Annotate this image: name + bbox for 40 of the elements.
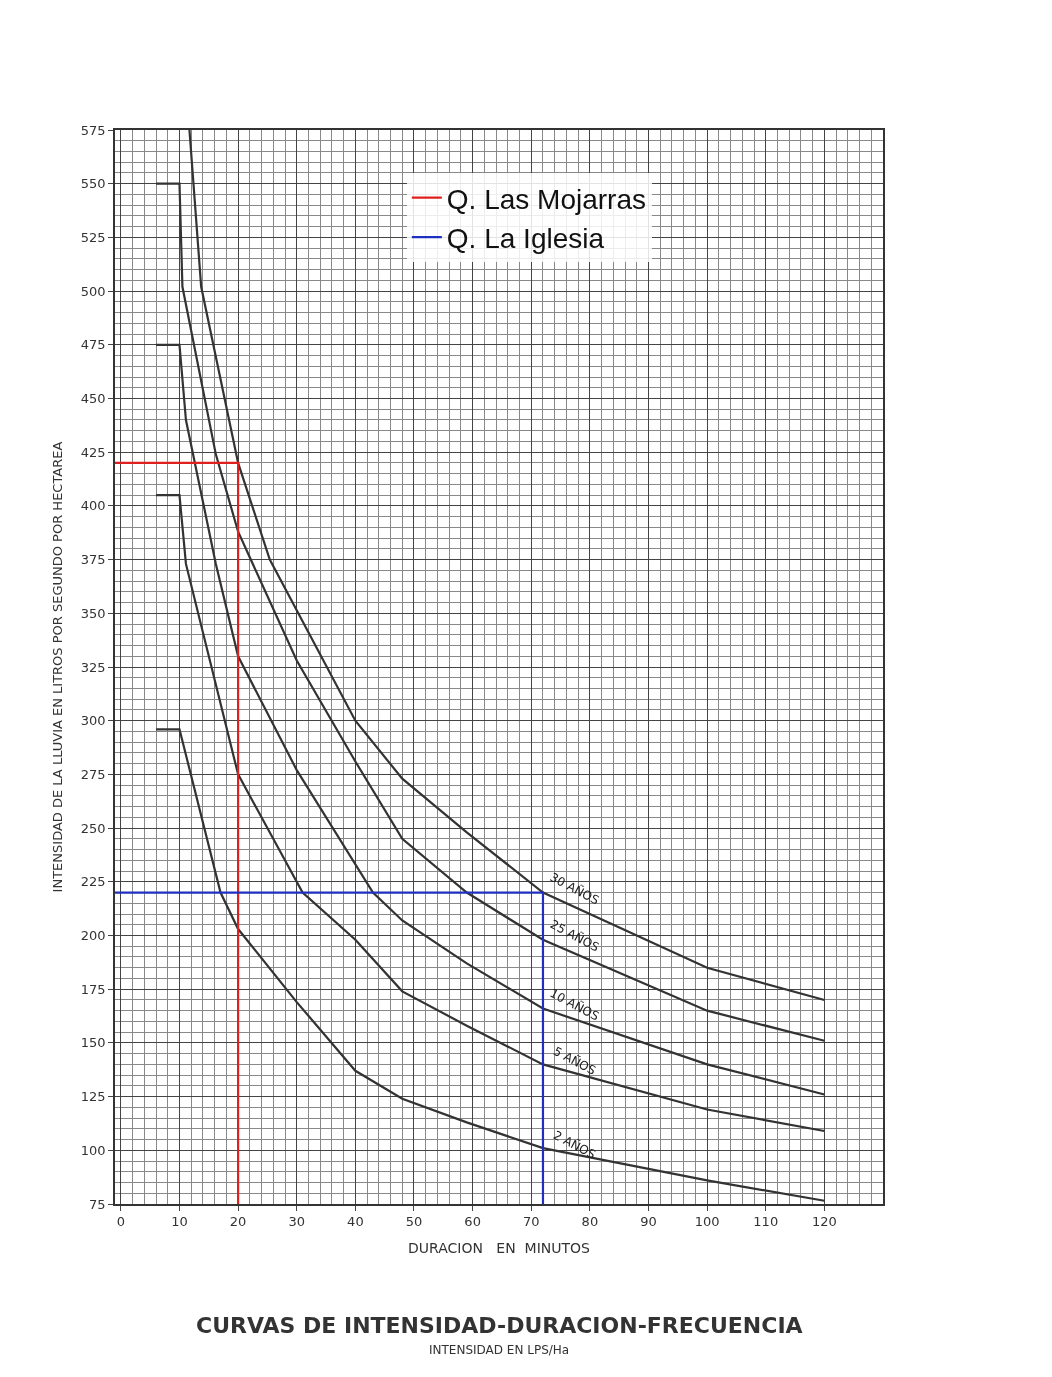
y-tick-label: 325 <box>80 659 106 675</box>
y-tick-label: 575 <box>80 122 106 138</box>
y-tick-label: 450 <box>80 391 106 407</box>
y-tick-label: 175 <box>80 981 106 997</box>
x-tick-label: 60 <box>464 1214 481 1230</box>
y-tick-label: 75 <box>89 1196 106 1212</box>
y-tick-label: 150 <box>80 1035 106 1051</box>
x-tick-label: 30 <box>288 1214 306 1230</box>
y-tick-label: 550 <box>80 176 106 192</box>
legend-label: Q. Las Mojarras <box>446 183 647 215</box>
y-tick-label: 250 <box>80 820 106 836</box>
y-tick-label: 350 <box>80 605 106 621</box>
x-tick-label: 110 <box>753 1214 779 1230</box>
y-tick-label: 475 <box>80 337 106 353</box>
y-tick-label: 275 <box>80 766 106 782</box>
y-tick-label: 425 <box>80 444 106 460</box>
y-tick-label: 375 <box>80 552 106 568</box>
y-tick-label: 525 <box>80 229 106 245</box>
x-tick-label: 10 <box>171 1214 188 1230</box>
y-tick-label: 400 <box>80 498 106 514</box>
y-tick-label: 200 <box>80 928 106 944</box>
y-tick-label: 300 <box>80 713 106 729</box>
y-tick-label: 125 <box>80 1089 106 1105</box>
x-tick-label: 20 <box>229 1214 247 1230</box>
text: CURVAS DE INTENSIDAD-DURACION-FRECUENCIA <box>196 1313 803 1338</box>
x-tick-label: 40 <box>347 1214 364 1230</box>
legend-label: Q. La Iglesia <box>446 222 605 254</box>
x-tick-label: 100 <box>694 1214 720 1230</box>
x-tick-label: 70 <box>522 1214 540 1230</box>
text: INTENSIDAD EN LPS/Ha <box>429 1343 570 1357</box>
x-axis-title: DURACION EN MINUTOS <box>408 1240 591 1257</box>
y-tick-label: 225 <box>80 874 106 890</box>
x-tick-label: 80 <box>581 1214 599 1230</box>
x-tick-label: 0 <box>116 1214 125 1230</box>
x-tick-label: 90 <box>640 1214 657 1230</box>
y-axis-title: INTENSIDAD DE LA LLUVIA EN LITROS POR SEGUNDO POR HECTAREA <box>50 441 66 893</box>
y-tick-label: 500 <box>80 283 106 299</box>
x-tick-label: 50 <box>405 1214 423 1230</box>
x-tick-label: 120 <box>811 1214 837 1230</box>
y-tick-label: 100 <box>80 1142 106 1158</box>
